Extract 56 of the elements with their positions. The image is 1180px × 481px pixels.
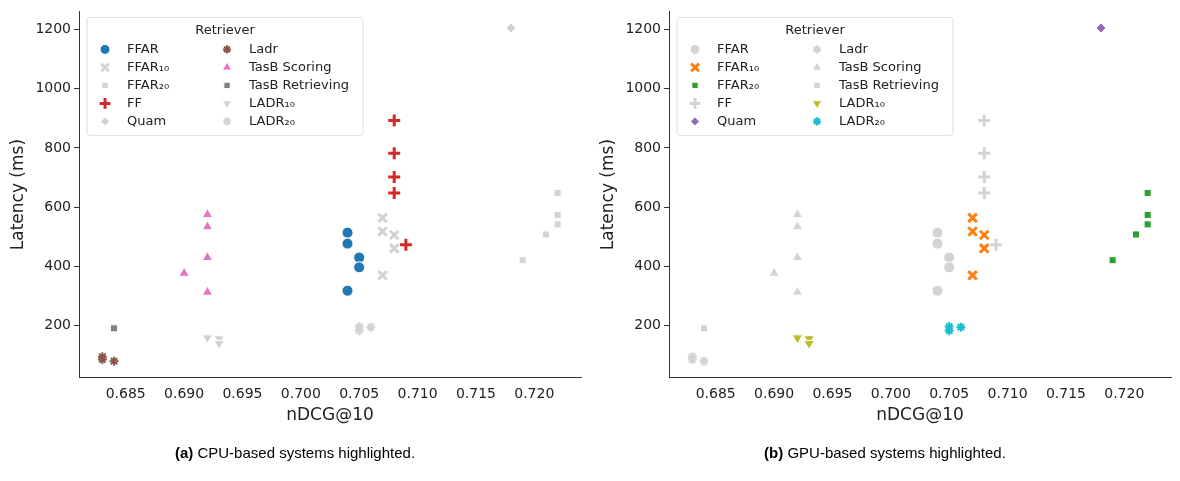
x-axis-title: nDCG@10 <box>876 404 964 425</box>
y-tick-label: 600 <box>634 197 662 214</box>
legend-label: Ladr <box>249 40 279 56</box>
x-axis-title: nDCG@10 <box>286 404 374 425</box>
y-tick-label: 800 <box>634 138 662 155</box>
x-tick-label: 0.720 <box>1104 384 1145 401</box>
x-tick-label: 0.700 <box>870 384 911 401</box>
legend-label: TasB Scoring <box>248 58 332 74</box>
x-tick-label: 0.705 <box>339 384 380 401</box>
legend-label: FF <box>127 94 142 110</box>
text: (b) GPU-based systems highlighted. <box>763 444 1007 461</box>
y-tick-label: 1000 <box>35 79 72 96</box>
x-tick-label: 0.705 <box>929 384 970 401</box>
legend-label: FF <box>717 94 732 110</box>
legend-label: FFAR₁₀ <box>127 58 170 74</box>
legend-label: FFAR <box>717 40 749 56</box>
legend-title: Retriever <box>195 21 256 37</box>
legend-label: FFAR₂₀ <box>127 76 170 92</box>
y-tick-label: 1200 <box>625 20 662 37</box>
x-tick-label: 0.710 <box>397 384 438 401</box>
x-tick-label: 0.715 <box>1045 384 1086 401</box>
text: (a) CPU-based systems highlighted. <box>173 444 417 461</box>
x-tick-label: 0.690 <box>754 384 795 401</box>
y-tick-label: 1000 <box>625 79 662 96</box>
legend-label: LADR₁₀ <box>839 94 885 110</box>
x-tick-label: 0.700 <box>280 384 321 401</box>
x-tick-label: 0.715 <box>455 384 496 401</box>
y-tick-label: 400 <box>44 257 72 274</box>
x-tick-label: 0.720 <box>514 384 555 401</box>
legend-label: LADR₂₀ <box>249 112 295 128</box>
legend-label: TasB Retrieving <box>248 76 349 92</box>
legend-label: TasB Scoring <box>838 58 922 74</box>
legend-title: Retriever <box>785 21 846 37</box>
y-axis-title: Latency (ms) <box>596 138 617 251</box>
x-tick-label: 0.685 <box>695 384 736 401</box>
y-tick-label: 200 <box>44 316 72 333</box>
legend-label: Ladr <box>839 40 869 56</box>
x-tick-label: 0.695 <box>812 384 853 401</box>
y-tick-label: 800 <box>44 138 72 155</box>
y-tick-label: 1200 <box>35 20 72 37</box>
y-tick-label: 200 <box>634 316 662 333</box>
legend-label: FFAR₁₀ <box>717 58 760 74</box>
legend-label: LADR₁₀ <box>249 94 295 110</box>
legend-label: TasB Retrieving <box>838 76 939 92</box>
y-axis-title: Latency (ms) <box>6 138 27 251</box>
y-tick-label: 600 <box>44 197 72 214</box>
legend-label: LADR₂₀ <box>839 112 885 128</box>
x-tick-label: 0.695 <box>222 384 263 401</box>
legend-label: Quam <box>127 112 167 128</box>
x-tick-label: 0.710 <box>987 384 1028 401</box>
legend-label: Quam <box>717 112 757 128</box>
legend-label: FFAR₂₀ <box>717 76 760 92</box>
y-tick-label: 400 <box>634 257 662 274</box>
legend-label: FFAR <box>127 40 159 56</box>
x-tick-label: 0.685 <box>105 384 146 401</box>
x-tick-label: 0.690 <box>164 384 205 401</box>
